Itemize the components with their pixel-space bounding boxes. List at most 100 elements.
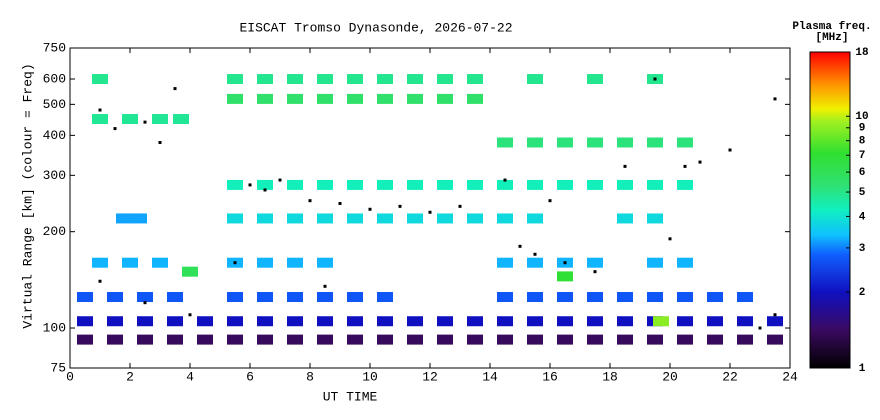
y-tick-label: 100 xyxy=(43,320,66,335)
peak-marker xyxy=(368,207,372,211)
y-tick-label: 200 xyxy=(43,224,66,239)
colorbar-tick-label: 4 xyxy=(859,211,866,223)
echo-point xyxy=(437,334,453,345)
echo-point xyxy=(527,292,543,303)
echo-point xyxy=(617,316,633,327)
y-tick-label: 300 xyxy=(43,168,66,183)
peak-marker xyxy=(653,77,657,81)
echo-point xyxy=(737,334,753,345)
peak-marker xyxy=(728,148,732,152)
peak-marker xyxy=(683,164,687,168)
echo-point xyxy=(527,257,543,268)
echo-point xyxy=(257,93,273,104)
peak-marker xyxy=(248,183,252,187)
echo-point xyxy=(287,292,303,303)
echo-point xyxy=(197,316,213,327)
echo-point xyxy=(227,74,243,85)
echo-point xyxy=(617,179,633,190)
echo-point xyxy=(767,334,783,345)
colorbar-tick-label: 2 xyxy=(859,287,866,299)
x-tick-label: 4 xyxy=(186,369,194,384)
peak-marker xyxy=(143,301,147,305)
echo-point xyxy=(287,257,303,268)
echo-point xyxy=(587,74,603,85)
echo-point xyxy=(647,292,663,303)
echo-point xyxy=(227,213,243,224)
echo-point xyxy=(467,179,483,190)
colorbar-tick-label: 5 xyxy=(859,187,866,199)
echo-point xyxy=(92,257,108,268)
y-tick-label: 500 xyxy=(43,97,66,112)
echo-point xyxy=(257,316,273,327)
echo-point xyxy=(287,93,303,104)
echo-point xyxy=(557,316,573,327)
colorbar-tick-label: 18 xyxy=(855,47,869,59)
echo-point xyxy=(647,137,663,148)
x-tick-label: 22 xyxy=(722,369,738,384)
echo-point xyxy=(287,179,303,190)
echo-point xyxy=(497,257,513,268)
echo-point xyxy=(167,334,183,345)
peak-marker xyxy=(308,199,312,203)
echo-point xyxy=(107,334,123,345)
echo-point xyxy=(557,292,573,303)
peak-marker xyxy=(98,108,102,112)
echo-point xyxy=(107,292,123,303)
echo-point xyxy=(317,93,333,104)
echo-point xyxy=(257,179,273,190)
echo-point xyxy=(467,316,483,327)
echo-point xyxy=(407,213,423,224)
echo-point xyxy=(497,292,513,303)
echo-point xyxy=(653,316,669,327)
echo-point xyxy=(167,292,183,303)
echo-point xyxy=(137,316,153,327)
echo-point xyxy=(317,316,333,327)
peak-marker xyxy=(458,204,462,208)
echo-point xyxy=(407,334,423,345)
echo-point xyxy=(347,179,363,190)
echo-point xyxy=(737,316,753,327)
echo-point xyxy=(437,179,453,190)
echo-point xyxy=(347,74,363,85)
peak-marker xyxy=(428,210,432,214)
echo-point xyxy=(197,334,213,345)
echo-point xyxy=(677,292,693,303)
x-tick-label: 6 xyxy=(246,369,254,384)
echo-point xyxy=(122,257,138,268)
echo-point xyxy=(137,334,153,345)
echo-point xyxy=(737,292,753,303)
x-tick-label: 10 xyxy=(362,369,378,384)
echo-point xyxy=(377,334,393,345)
colorbar-tick-label: 8 xyxy=(859,136,866,148)
echo-point xyxy=(131,213,147,224)
echo-point xyxy=(137,292,153,303)
y-axis-label: Virtual Range [km] (colour = Freq) xyxy=(20,63,35,328)
echo-point xyxy=(587,292,603,303)
echo-point xyxy=(497,334,513,345)
echo-point xyxy=(647,334,663,345)
echo-point xyxy=(557,271,573,282)
peak-marker xyxy=(323,284,327,288)
echo-point xyxy=(497,213,513,224)
echo-point xyxy=(497,316,513,327)
echo-point xyxy=(707,292,723,303)
echo-point xyxy=(107,316,123,327)
peak-marker xyxy=(533,252,537,256)
peak-marker xyxy=(518,244,522,248)
echo-point xyxy=(617,213,633,224)
echo-point xyxy=(647,213,663,224)
colorbar-tick-label: 7 xyxy=(859,150,866,162)
echo-point xyxy=(467,93,483,104)
echo-point xyxy=(257,292,273,303)
echo-point xyxy=(677,257,693,268)
peak-marker xyxy=(668,237,672,241)
echo-point xyxy=(77,316,93,327)
y-tick-label: 750 xyxy=(43,40,66,55)
echo-point xyxy=(92,113,108,124)
colorbar-tick-label: 6 xyxy=(859,167,866,179)
echo-point xyxy=(116,213,132,224)
echo-point xyxy=(647,179,663,190)
echo-point xyxy=(257,74,273,85)
peak-marker xyxy=(623,164,627,168)
